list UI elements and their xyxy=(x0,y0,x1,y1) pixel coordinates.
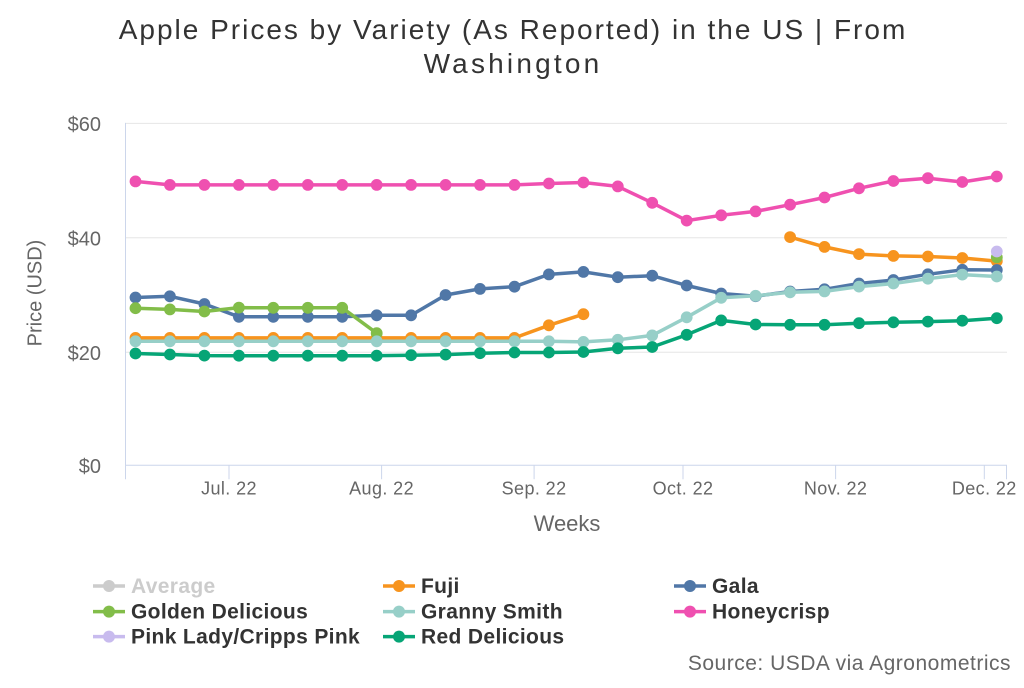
svg-text:Weeks: Weeks xyxy=(534,511,601,536)
svg-text:Oct. 22: Oct. 22 xyxy=(653,479,714,499)
svg-text:Golden Delicious: Golden Delicious xyxy=(131,601,308,624)
svg-text:Honeycrisp: Honeycrisp xyxy=(712,601,830,624)
svg-text:Dec. 22: Dec. 22 xyxy=(952,479,1017,499)
svg-text:Apple Prices by Variety (As Re: Apple Prices by Variety (As Reported) in… xyxy=(119,14,908,45)
svg-text:Gala: Gala xyxy=(712,575,759,598)
svg-text:$0: $0 xyxy=(79,456,101,478)
svg-text:Aug. 22: Aug. 22 xyxy=(349,479,414,499)
svg-text:$20: $20 xyxy=(68,343,101,365)
svg-text:Jul. 22: Jul. 22 xyxy=(201,479,257,499)
svg-text:Source: USDA via Agronometrics: Source: USDA via Agronometrics xyxy=(688,652,1011,675)
svg-text:Washington: Washington xyxy=(424,48,603,79)
svg-text:Price (USD): Price (USD) xyxy=(25,240,47,347)
svg-text:Sep. 22: Sep. 22 xyxy=(502,479,567,499)
svg-text:$40: $40 xyxy=(68,228,101,250)
svg-text:$60: $60 xyxy=(68,114,101,136)
svg-text:Average: Average xyxy=(131,575,216,598)
svg-text:Fuji: Fuji xyxy=(421,575,460,598)
svg-text:Granny Smith: Granny Smith xyxy=(421,601,563,624)
svg-text:Pink Lady/Cripps Pink: Pink Lady/Cripps Pink xyxy=(131,626,360,649)
svg-text:Nov. 22: Nov. 22 xyxy=(804,479,868,499)
svg-text:Red Delicious: Red Delicious xyxy=(421,626,564,649)
